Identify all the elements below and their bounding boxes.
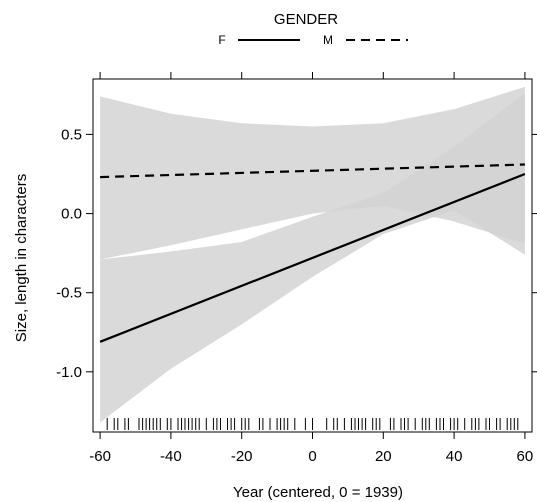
confidence-band-m [100,86,525,260]
x-tick-label: 0 [308,448,316,465]
y-axis-label: Size, length in characters [13,174,30,342]
legend: GENDER F M [218,11,408,47]
rug-marks [106,418,519,430]
y-tick-label: 0.5 [61,126,82,143]
x-tick-label: -20 [231,448,253,465]
y-tick-label: -0.5 [56,285,82,302]
plot-area: -60 -40 -20 0 20 40 60 -1.0 -0.5 0.0 0.5 [56,72,537,465]
series-line-f [99,172,526,343]
legend-label-f: F [218,33,225,47]
x-tick-label: -40 [160,448,182,465]
x-tick-label: 60 [517,448,534,465]
x-tick-label: 20 [375,448,392,465]
y-tick-label: -1.0 [56,364,82,381]
legend-label-m: M [323,33,333,47]
x-tick-label: -60 [89,448,111,465]
y-tick-label: 0.0 [61,206,82,223]
x-tick-label: 40 [446,448,463,465]
series-line-m [100,163,525,179]
legend-title: GENDER [274,11,338,28]
x-axis-label: Year (centered, 0 = 1939) [233,484,403,501]
